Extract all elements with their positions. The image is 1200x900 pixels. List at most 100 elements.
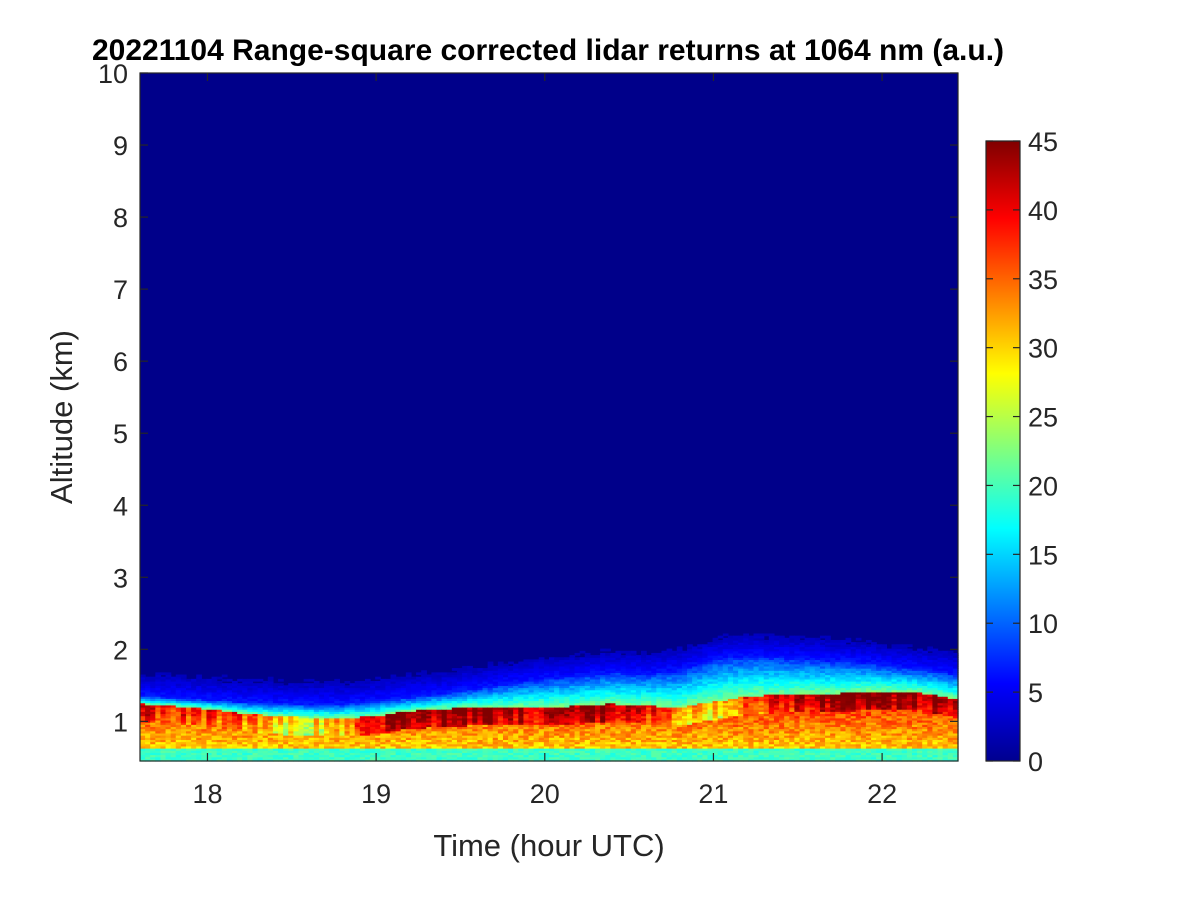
heatmap-cell xyxy=(513,745,519,749)
heatmap-cell xyxy=(712,665,719,669)
heatmap-cell xyxy=(538,672,545,676)
heatmap-cell xyxy=(446,691,453,695)
heatmap-cell xyxy=(549,754,555,758)
heatmap-cell xyxy=(630,678,637,682)
heatmap-cell xyxy=(574,724,581,728)
heatmap-cell xyxy=(324,715,330,719)
heatmap-cell xyxy=(595,758,601,762)
heatmap-cell xyxy=(559,739,565,743)
heatmap-cell xyxy=(589,756,596,760)
heatmap-cell xyxy=(354,737,361,740)
heatmap-cell xyxy=(441,754,448,758)
heatmap-cell xyxy=(584,719,591,723)
heatmap-cell xyxy=(288,730,294,734)
heatmap-cell xyxy=(671,678,678,682)
heatmap-cell xyxy=(497,730,504,734)
heatmap-cell xyxy=(707,709,714,712)
heatmap-cell xyxy=(702,752,709,756)
heatmap-cell xyxy=(676,661,683,665)
heatmap-cell xyxy=(416,745,422,749)
heatmap-cell xyxy=(170,711,177,715)
heatmap-cell xyxy=(262,728,269,732)
heatmap-cell xyxy=(140,730,146,734)
heatmap-cell xyxy=(564,732,571,736)
heatmap-cell xyxy=(380,700,386,704)
heatmap-cell xyxy=(272,741,279,745)
heatmap-cell xyxy=(232,748,238,751)
heatmap-cell xyxy=(630,663,637,667)
heatmap-cell xyxy=(390,687,397,691)
heatmap-cell xyxy=(395,719,402,723)
heatmap-cell xyxy=(620,668,627,671)
heatmap-cell xyxy=(549,722,555,725)
heatmap-cell xyxy=(722,637,729,641)
heatmap-cell xyxy=(508,732,514,736)
heatmap-cell xyxy=(513,722,519,725)
heatmap-cell xyxy=(186,687,192,691)
heatmap-cell xyxy=(416,676,422,680)
heatmap-cell xyxy=(140,735,146,738)
heatmap-cell xyxy=(267,726,274,730)
heatmap-cell xyxy=(641,745,647,749)
heatmap-cell xyxy=(359,711,366,715)
heatmap-cell xyxy=(569,735,576,738)
heatmap-cell xyxy=(641,674,647,678)
heatmap-cell xyxy=(170,735,177,738)
heatmap-cell xyxy=(283,754,289,758)
heatmap-cell xyxy=(712,668,719,671)
heatmap-cell xyxy=(574,704,581,708)
heatmap-cell xyxy=(615,702,622,706)
heatmap-cell xyxy=(232,691,238,695)
heatmap-cell xyxy=(707,681,714,684)
heatmap-cell xyxy=(497,748,504,751)
heatmap-cell xyxy=(467,711,473,715)
heatmap-cell xyxy=(344,732,351,736)
heatmap-cell xyxy=(477,685,484,689)
heatmap-cell xyxy=(232,717,238,721)
heatmap-cell xyxy=(400,752,407,756)
heatmap-cell xyxy=(175,674,182,678)
heatmap-cell xyxy=(165,715,172,719)
heatmap-cell xyxy=(247,719,254,723)
heatmap-cell xyxy=(635,754,642,758)
heatmap-cell xyxy=(676,752,683,756)
heatmap-cell xyxy=(339,728,346,732)
heatmap-cell xyxy=(145,709,151,712)
heatmap-cell xyxy=(298,709,305,712)
heatmap-cell xyxy=(150,678,156,682)
heatmap-cell xyxy=(477,722,484,725)
heatmap-cell xyxy=(303,715,310,719)
heatmap-cell xyxy=(446,750,453,753)
heatmap-cell xyxy=(201,728,208,732)
heatmap-cell xyxy=(288,758,294,762)
heatmap-cell xyxy=(610,681,617,684)
heatmap-cell xyxy=(702,750,709,753)
heatmap-cell xyxy=(359,743,366,747)
heatmap-cell xyxy=(370,713,376,717)
heatmap-cell xyxy=(559,745,565,749)
heatmap-cell xyxy=(523,700,530,704)
heatmap-cell xyxy=(344,739,351,743)
heatmap-cell xyxy=(528,694,535,697)
heatmap-cell xyxy=(641,698,647,702)
heatmap-cell xyxy=(339,702,346,706)
heatmap-cell xyxy=(620,659,627,663)
heatmap-cell xyxy=(196,754,202,758)
heatmap-cell xyxy=(625,756,632,760)
heatmap-cell xyxy=(451,672,458,676)
heatmap-cell xyxy=(497,741,504,745)
heatmap-cell xyxy=(477,732,484,736)
heatmap-cell xyxy=(615,728,622,732)
heatmap-cell xyxy=(518,678,525,682)
heatmap-cell xyxy=(247,739,254,743)
heatmap-cell xyxy=(221,743,228,747)
heatmap-cell xyxy=(666,745,673,749)
heatmap-cell xyxy=(364,687,371,691)
heatmap-cell xyxy=(651,735,657,738)
heatmap-cell xyxy=(349,724,356,728)
heatmap-cell xyxy=(697,698,703,702)
heatmap-cell xyxy=(354,730,361,734)
heatmap-cell xyxy=(375,732,381,736)
heatmap-cell xyxy=(410,696,417,699)
heatmap-cell xyxy=(232,758,238,762)
